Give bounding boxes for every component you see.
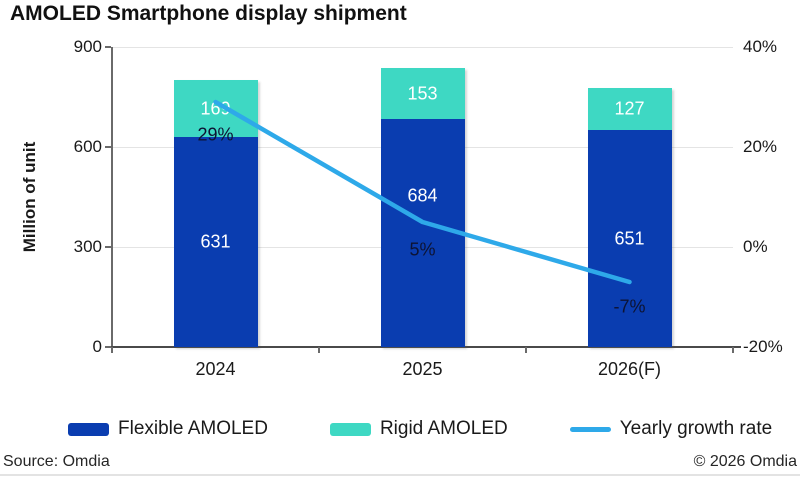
legend-swatch-flexibleamoled	[68, 422, 109, 436]
bottom-divider	[0, 474, 800, 476]
chart-legend: Flexible AMOLED Rigid AMOLED Yearly growth…	[68, 418, 772, 440]
left-axis-tick-label: 600	[73, 137, 102, 156]
legend-label-rigidamoled: Rigid AMOLED	[379, 418, 508, 439]
right-axis-tick-label: 0%	[743, 237, 768, 256]
right-axis-tick-label: 40%	[743, 37, 778, 56]
bottom-axis-tick	[111, 347, 113, 353]
chart-title: AMOLED Smartphone display shipment	[10, 2, 407, 25]
left-axis-tick	[105, 246, 111, 248]
growth-label-2025: 5%	[409, 239, 436, 260]
bar-2024	[173, 80, 258, 347]
gridline	[112, 46, 733, 48]
bottom-axis-tick	[525, 347, 527, 353]
bar-2025	[380, 68, 465, 347]
legend-item-rigidamoled: Rigid AMOLED	[329, 418, 508, 440]
left-axis-tick-label: 0	[92, 337, 102, 356]
left-axis-tick-label: 300	[73, 237, 102, 256]
y-axis-title: Million of unit	[20, 141, 39, 253]
bar-2025-flexible-segment	[380, 119, 465, 347]
x-axis-label-2025: 2025	[402, 359, 443, 379]
x-axis-label-2026f: 2026(F)	[597, 359, 662, 379]
bar-2025-flexible-value: 684	[407, 185, 438, 206]
bar-2024-rigid-value: 169	[200, 98, 231, 118]
bottom-axis-tick	[732, 347, 734, 353]
source-note: Source: Omdia	[3, 453, 110, 470]
left-axis-tick	[105, 346, 111, 348]
bottom-axis-line	[106, 346, 741, 348]
legend-item-flexibleamoled: Flexible AMOLED	[68, 418, 268, 440]
left-axis-tick	[105, 146, 111, 148]
legend-label-yearlygrowthrate: Yearly growth rate	[619, 418, 773, 439]
legend-swatch-rigidamoled	[329, 422, 371, 436]
legend-swatch-yearlygrowthrate	[569, 426, 611, 432]
growth-label-2024: 29%	[197, 124, 234, 145]
bar-2024-flexible-value: 631	[200, 231, 231, 252]
x-axis-label-2024: 2024	[195, 359, 236, 379]
bar-2025-rigid-value: 153	[407, 83, 438, 103]
legend-label-flexibleamoled: Flexible AMOLED	[118, 418, 268, 439]
legend-item-yearlygrowthrate: Yearly growth rate	[569, 418, 773, 440]
right-axis-tick-label: -20%	[743, 337, 783, 356]
left-axis-tick	[105, 46, 111, 48]
bar-2026f-flexible-value: 651	[614, 228, 645, 248]
right-axis-tick-label: 20%	[743, 137, 778, 156]
left-axis-tick-label: 900	[73, 37, 102, 56]
copyright-note: © 2026 Omdia	[693, 453, 797, 470]
bar-2026f-rigid-value: 127	[614, 98, 645, 119]
growth-label-2026f: -7%	[613, 296, 646, 317]
bottom-axis-tick	[318, 347, 320, 353]
left-axis-line	[111, 47, 113, 347]
